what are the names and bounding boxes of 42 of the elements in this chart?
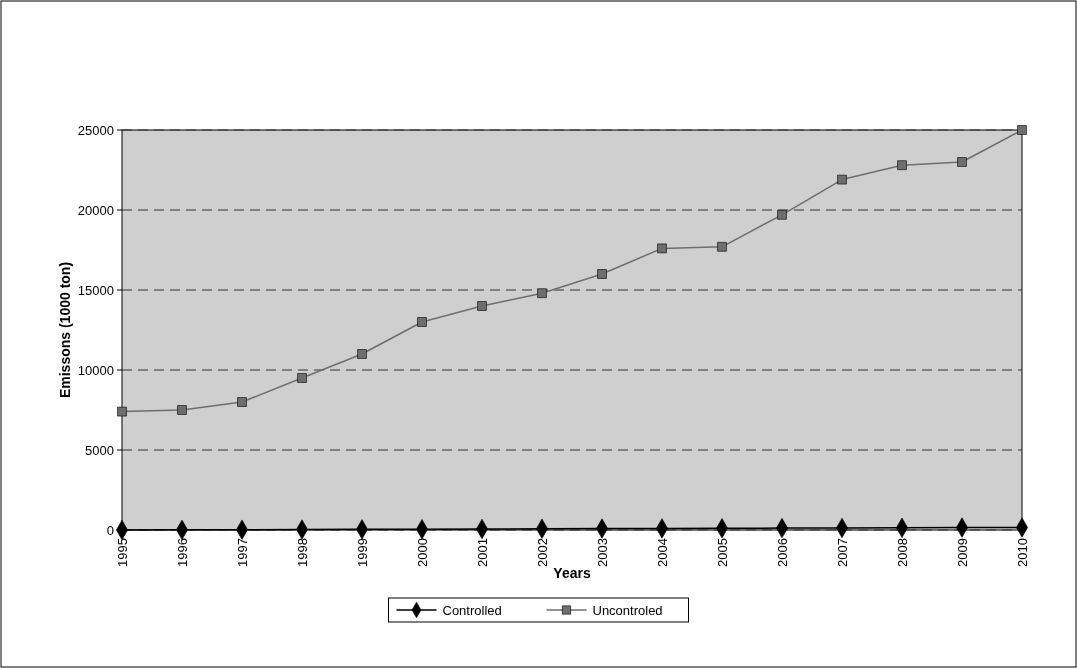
point [957, 157, 967, 167]
x-tick-label: 2010 [1015, 538, 1030, 567]
y-tick-label: 5000 [85, 442, 114, 458]
point [117, 406, 127, 417]
x-tick-label: 2006 [775, 538, 790, 567]
point [777, 210, 787, 220]
point [837, 174, 847, 185]
y-tick-label: 0 [106, 522, 114, 538]
x-axis-title: Years [553, 565, 591, 581]
x-tick-label: 1995 [115, 538, 130, 567]
point [657, 243, 667, 254]
point [477, 301, 487, 311]
y-tick-label: 15000 [77, 282, 114, 298]
y-tick-label: 20000 [77, 202, 114, 218]
x-tick-label: 2008 [895, 538, 910, 567]
point [237, 397, 247, 407]
legend-label: Uncontroled [592, 602, 663, 618]
y-tick-label: 10000 [77, 362, 114, 378]
point [897, 160, 907, 170]
x-tick-label: 2004 [655, 538, 670, 567]
x-tick-label: 2003 [595, 538, 610, 567]
x-tick-label: 1997 [235, 538, 250, 567]
y-axis-title: Emissons (1000 ton) [57, 261, 73, 399]
x-tick-label: 1996 [175, 538, 190, 567]
point [717, 242, 727, 252]
x-tick-label: 2002 [535, 538, 550, 567]
x-tick-label: 1999 [355, 538, 370, 567]
point [597, 269, 607, 279]
point [417, 317, 427, 327]
point [1017, 125, 1027, 135]
point [537, 288, 547, 298]
x-tick-label: 2007 [835, 538, 850, 567]
x-tick-label: 2005 [715, 538, 730, 567]
x-tick-label: 2009 [955, 538, 970, 567]
x-tick-label: 1998 [295, 538, 310, 567]
point [297, 373, 307, 383]
legend-label: Controlled [442, 602, 502, 618]
point [177, 405, 187, 415]
y-tick-label: 25000 [77, 122, 114, 138]
x-tick-label: 2000 [415, 538, 430, 567]
point [357, 349, 367, 359]
x-tick-label: 2001 [475, 538, 490, 567]
